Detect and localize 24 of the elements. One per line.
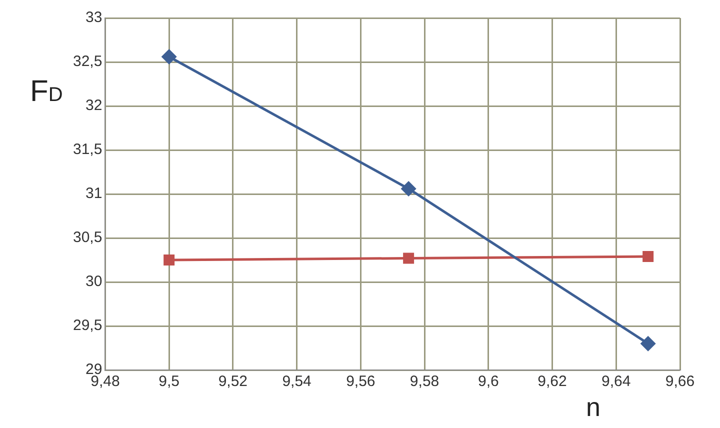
- x-tick-label: 9,58: [410, 373, 440, 390]
- point: [164, 254, 175, 266]
- x-tick-label: 9,54: [282, 373, 312, 390]
- x-tick-label: 9,6: [478, 373, 499, 390]
- point: [162, 49, 176, 64]
- point: [642, 250, 654, 262]
- point: [403, 252, 414, 264]
- x-tick-label: 9,5: [158, 373, 180, 390]
- x-tick-label: 9,64: [602, 373, 631, 390]
- x-axis-title: n: [586, 392, 600, 423]
- y-tick-label: 31,5: [72, 141, 102, 158]
- y-tick-label: 32,5: [72, 53, 102, 70]
- y-tick-label: 30: [86, 273, 102, 290]
- y-tick-label: 33: [86, 9, 102, 26]
- x-tick-label: 9,66: [665, 373, 695, 390]
- x-tick-label: 9,52: [218, 373, 248, 390]
- y-tick-label: 31: [86, 185, 102, 202]
- x-tick-label: 9,56: [346, 373, 376, 390]
- x-tick-label: 9,62: [538, 373, 567, 390]
- y-tick-label: 30,5: [72, 229, 102, 246]
- point: [401, 181, 416, 196]
- point: [640, 336, 656, 351]
- y-tick-label: 32: [86, 97, 102, 114]
- y-tick-label: 29,5: [72, 317, 102, 334]
